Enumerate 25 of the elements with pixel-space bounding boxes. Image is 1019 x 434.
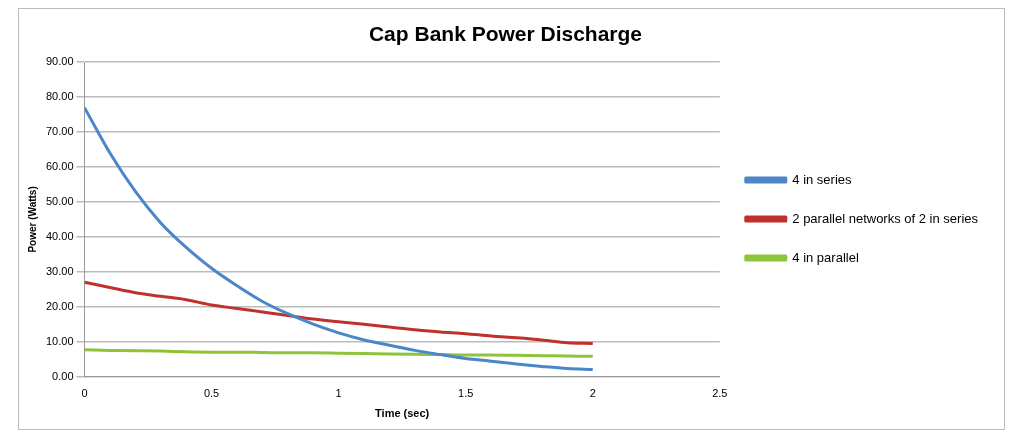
y-tick-label: 0.00: [52, 369, 74, 382]
y-tick-label: 10.00: [46, 334, 74, 347]
y-tick-label: 40.00: [46, 229, 74, 242]
legend-label: 2 parallel networks of 2 in series: [792, 210, 979, 226]
x-axis-title: Time (sec): [375, 407, 430, 420]
line-series: [84, 280, 595, 345]
y-tick-label: 90.00: [46, 55, 74, 68]
legend-label: 4 in parallel: [792, 249, 859, 265]
x-tick-label: 1.5: [458, 387, 474, 400]
y-tick-label: 80.00: [46, 90, 74, 103]
legend-label: 4 in series: [792, 171, 853, 187]
x-tick-label: 2: [589, 387, 596, 400]
y-tick-label: 50.00: [46, 194, 74, 207]
x-tick-label: 2.5: [712, 387, 728, 400]
line-series: [84, 348, 595, 358]
y-tick-label: 20.00: [46, 299, 74, 312]
x-tick-label: 1: [335, 387, 342, 400]
chart-title: Cap Bank Power Discharge: [368, 22, 643, 46]
y-tick-label: 70.00: [46, 125, 74, 138]
y-tick-label: 30.00: [46, 264, 74, 277]
y-axis-title: Power (Watts): [26, 186, 38, 253]
x-tick-label: 0: [81, 387, 88, 400]
line-series: [84, 106, 595, 372]
y-tick-label: 60.00: [46, 160, 74, 173]
x-tick-label: 0.5: [203, 387, 220, 400]
